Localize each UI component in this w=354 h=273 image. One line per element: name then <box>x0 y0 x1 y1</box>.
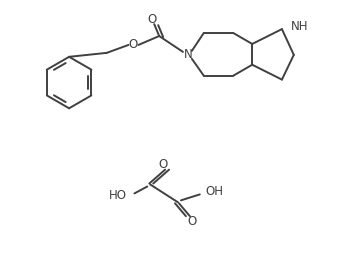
Text: N: N <box>183 48 192 61</box>
Text: O: O <box>187 215 196 228</box>
Text: HO: HO <box>109 189 126 202</box>
Text: NH: NH <box>291 20 308 33</box>
Text: OH: OH <box>206 185 224 198</box>
Text: O: O <box>148 13 157 26</box>
Text: O: O <box>159 158 168 171</box>
Text: O: O <box>129 38 138 51</box>
